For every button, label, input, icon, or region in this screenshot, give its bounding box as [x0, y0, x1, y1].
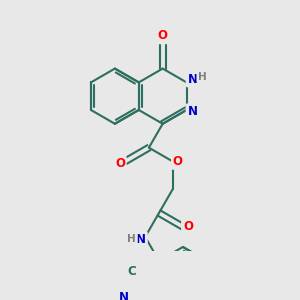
- Text: H: H: [198, 71, 207, 82]
- Text: O: O: [173, 155, 183, 168]
- Text: O: O: [183, 220, 193, 233]
- Text: N: N: [119, 291, 129, 300]
- Text: N: N: [188, 105, 197, 118]
- Text: O: O: [115, 158, 125, 170]
- Text: O: O: [158, 29, 168, 43]
- Text: H: H: [128, 234, 136, 244]
- Text: N: N: [136, 233, 146, 246]
- Text: C: C: [128, 265, 136, 278]
- Text: N: N: [188, 73, 197, 85]
